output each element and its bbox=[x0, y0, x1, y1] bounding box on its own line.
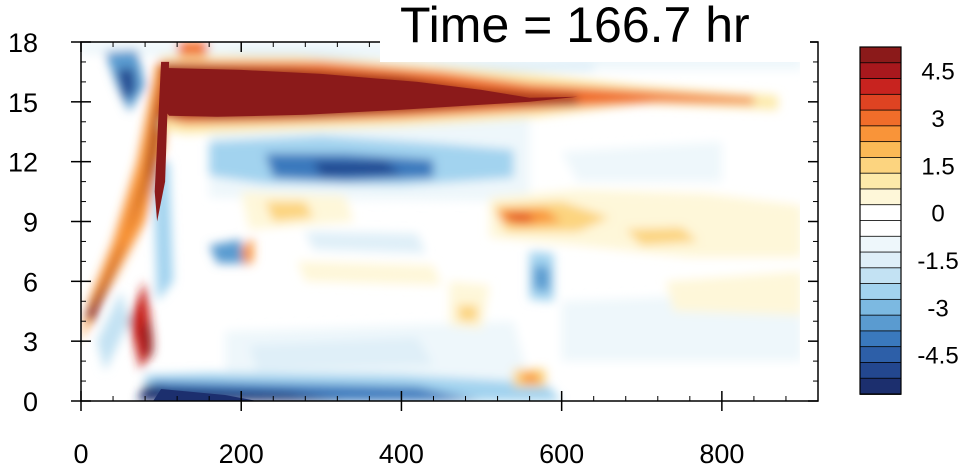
title-mask bbox=[380, 0, 810, 62]
colorbar-box bbox=[859, 267, 902, 285]
heatmap-cell bbox=[313, 161, 402, 176]
heatmap-cell bbox=[457, 305, 478, 322]
heatmap-cell bbox=[265, 201, 314, 222]
heatmap-cell bbox=[209, 239, 246, 264]
colorbar-box bbox=[859, 141, 902, 159]
colorbar-box bbox=[859, 93, 902, 111]
colorbar-box bbox=[859, 188, 902, 206]
colorbar-label: -3 bbox=[927, 295, 948, 322]
colorbar-box bbox=[859, 362, 902, 380]
heatmap-core bbox=[161, 67, 578, 117]
colorbar-label: -4.5 bbox=[917, 343, 958, 370]
heatmap-cell bbox=[297, 261, 442, 286]
colorbar-box bbox=[859, 251, 902, 269]
heatmap-cell bbox=[141, 317, 154, 362]
colorbar-box bbox=[859, 283, 902, 301]
colorbar-frame bbox=[859, 46, 902, 395]
y-tick-label: 15 bbox=[8, 88, 38, 118]
y-tick-label: 12 bbox=[8, 148, 38, 178]
colorbar-label: 1.5 bbox=[921, 153, 954, 180]
x-tick-label: 400 bbox=[379, 439, 424, 469]
plot-area bbox=[80, 41, 819, 402]
colorbar-label: 3 bbox=[931, 106, 944, 133]
colorbar-box bbox=[859, 346, 902, 364]
heatmap-cell bbox=[625, 227, 698, 246]
colorbar-label: -1.5 bbox=[917, 248, 958, 275]
colorbar-box bbox=[859, 204, 902, 222]
chart-title: Time = 166.7 hr bbox=[400, 0, 750, 53]
colorbar-box bbox=[859, 172, 902, 190]
colorbar-box bbox=[859, 220, 902, 238]
y-tick-label: 3 bbox=[23, 327, 38, 357]
heatmap-cell bbox=[533, 265, 550, 292]
colorbar: 4.5 3 1.5 0 -1.5 -3 -4.5 bbox=[859, 46, 959, 395]
colorbar-box bbox=[859, 298, 902, 317]
y-tick-label: 6 bbox=[23, 267, 38, 297]
heatmap-cell bbox=[521, 373, 540, 384]
colorbar-label: 0 bbox=[931, 201, 944, 228]
colorbar-box bbox=[859, 377, 902, 395]
y-tick-label: 18 bbox=[8, 28, 38, 58]
y-tick-label: 9 bbox=[23, 208, 38, 238]
heatmap-core bbox=[154, 61, 170, 222]
heatmap-cell bbox=[249, 337, 434, 372]
heatmap-field bbox=[81, 42, 800, 401]
heatmap-cell bbox=[97, 291, 130, 372]
x-tick-label: 800 bbox=[699, 439, 744, 469]
x-tick-label: 600 bbox=[539, 439, 584, 469]
heatmap-cell bbox=[561, 141, 722, 182]
colorbar-box bbox=[859, 157, 902, 175]
heatmap-cell bbox=[117, 67, 136, 102]
x-tick-label: 200 bbox=[219, 439, 264, 469]
heatmap-cell bbox=[241, 237, 254, 266]
heatmap-cell bbox=[305, 231, 426, 254]
colorbar-box bbox=[859, 46, 902, 64]
colorbar-label: 4.5 bbox=[921, 59, 954, 86]
colorbar-box bbox=[859, 235, 902, 253]
colorbar-box bbox=[859, 314, 902, 332]
heatmap-cell bbox=[665, 271, 800, 316]
y-tick-label: 0 bbox=[23, 387, 38, 417]
colorbar-box bbox=[859, 125, 902, 143]
colorbar-box bbox=[859, 78, 902, 96]
colorbar-box bbox=[859, 109, 902, 127]
x-tick-label: 0 bbox=[73, 439, 88, 469]
heatmap-core bbox=[153, 389, 258, 401]
colorbar-box bbox=[859, 62, 902, 80]
colorbar-box bbox=[859, 330, 902, 348]
heatmap-cell bbox=[505, 213, 534, 222]
